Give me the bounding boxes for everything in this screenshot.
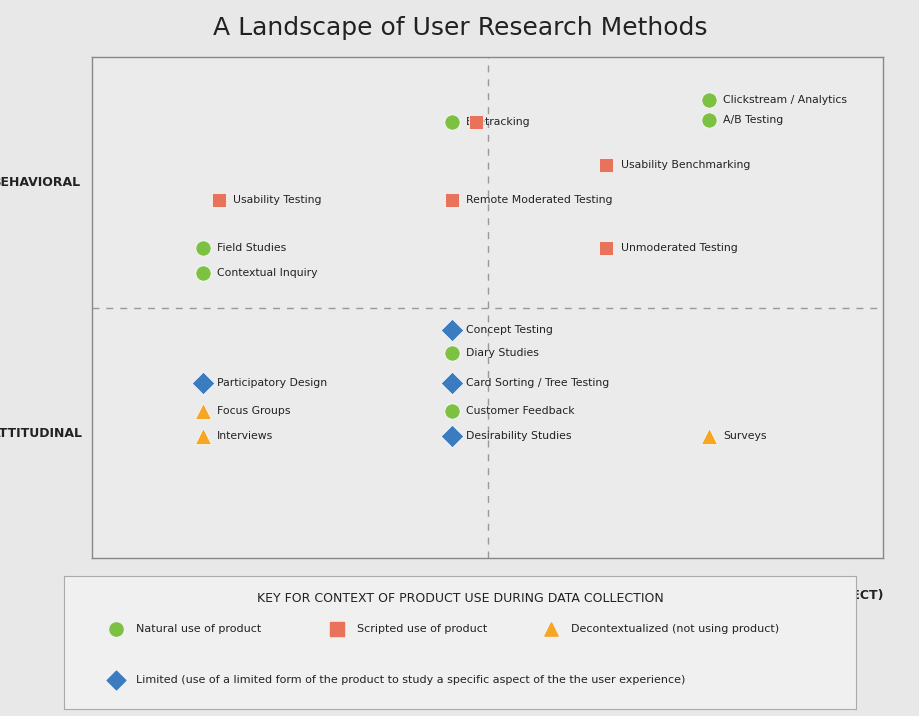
- Text: Natural use of product: Natural use of product: [135, 624, 261, 634]
- Point: [701, 430, 716, 441]
- Text: Customer Feedback: Customer Feedback: [466, 406, 574, 415]
- Text: KEY FOR CONTEXT OF PRODUCT USE DURING DATA COLLECTION: KEY FOR CONTEXT OF PRODUCT USE DURING DA…: [256, 592, 663, 605]
- Text: Unmoderated Testing: Unmoderated Testing: [619, 243, 736, 253]
- Text: Desirability Studies: Desirability Studies: [466, 431, 571, 440]
- Point: [195, 377, 210, 389]
- Text: Interviews: Interviews: [217, 431, 273, 440]
- Text: Field Studies: Field Studies: [217, 243, 286, 253]
- Point: [598, 242, 613, 253]
- Point: [444, 430, 459, 441]
- Text: Contextual Inquiry: Contextual Inquiry: [217, 268, 317, 278]
- Point: [598, 160, 613, 171]
- Point: [195, 267, 210, 279]
- Text: QUANTITATIVE (INDIRECT): QUANTITATIVE (INDIRECT): [700, 589, 882, 601]
- Point: [444, 347, 459, 359]
- Text: Diary Studies: Diary Studies: [466, 348, 539, 358]
- Text: Decontextualized (not using product): Decontextualized (not using product): [570, 624, 778, 634]
- Point: [444, 194, 459, 206]
- Text: Usability Testing: Usability Testing: [233, 195, 321, 205]
- Text: © 2022 Christian Rohrer: © 2022 Christian Rohrer: [419, 589, 555, 599]
- Text: A Landscape of User Research Methods: A Landscape of User Research Methods: [212, 16, 707, 39]
- Point: [211, 194, 226, 206]
- Point: [701, 115, 716, 126]
- Point: [195, 430, 210, 441]
- Text: Clickstream / Analytics: Clickstream / Analytics: [722, 95, 846, 105]
- Point: [701, 94, 716, 105]
- Text: Surveys: Surveys: [722, 431, 766, 440]
- Point: [444, 324, 459, 336]
- Text: Scripted use of product: Scripted use of product: [357, 624, 487, 634]
- Text: A/B Testing: A/B Testing: [722, 115, 783, 125]
- Point: [195, 242, 210, 253]
- Point: [444, 377, 459, 389]
- Text: Eyetracking: Eyetracking: [466, 117, 530, 127]
- Text: Usability Benchmarking: Usability Benchmarking: [619, 160, 749, 170]
- Text: Limited (use of a limited form of the product to study a specific aspect of the : Limited (use of a limited form of the pr…: [135, 674, 685, 684]
- Point: [444, 405, 459, 416]
- Text: QUALITATIVE (DIRECT): QUALITATIVE (DIRECT): [92, 589, 248, 601]
- Text: ATTITUDINAL: ATTITUDINAL: [0, 427, 83, 440]
- Point: [444, 117, 459, 128]
- Text: BEHAVIORAL: BEHAVIORAL: [0, 176, 81, 189]
- Text: Concept Testing: Concept Testing: [466, 326, 552, 335]
- Point: [195, 405, 210, 416]
- Text: Remote Moderated Testing: Remote Moderated Testing: [466, 195, 612, 205]
- Point: [468, 117, 482, 128]
- Text: Participatory Design: Participatory Design: [217, 378, 327, 388]
- Text: Focus Groups: Focus Groups: [217, 406, 290, 415]
- Text: Card Sorting / Tree Testing: Card Sorting / Tree Testing: [466, 378, 608, 388]
